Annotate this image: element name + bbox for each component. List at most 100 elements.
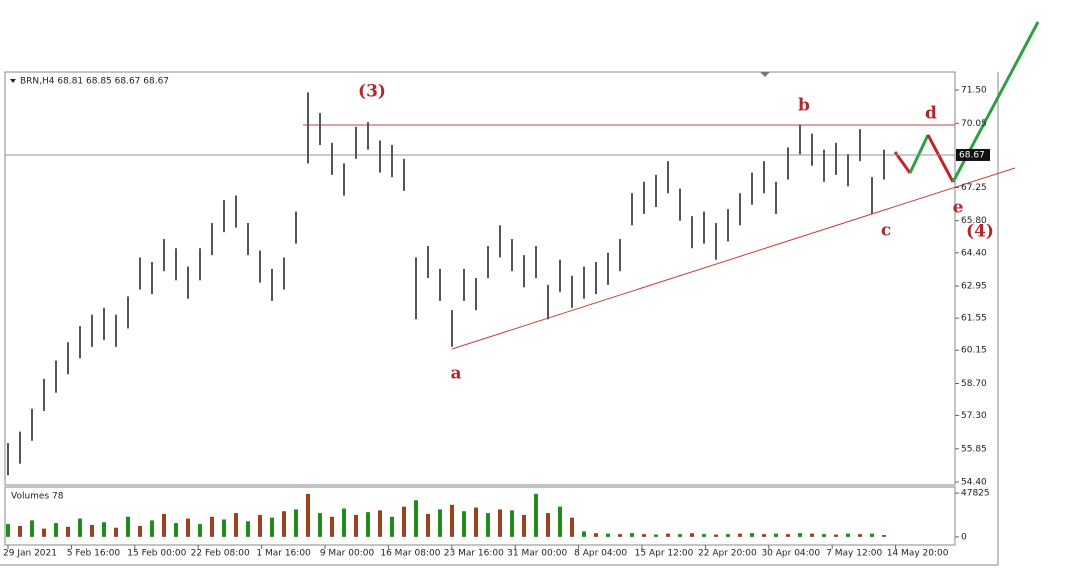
x-tick-label: 1 Mar 16:00 (256, 549, 311, 559)
y-tick-label: 61.55 (961, 314, 987, 324)
volume-bar (534, 493, 538, 537)
volume-bar (498, 509, 502, 537)
volume-bar (462, 511, 466, 537)
volume-bar (522, 514, 526, 537)
volume-bar (798, 533, 802, 537)
volume-bar (210, 516, 214, 537)
support-trendline (451, 167, 1016, 350)
volume-bar (714, 534, 718, 537)
volume-bar (570, 517, 574, 537)
volume-bar (30, 520, 34, 537)
volume-bar (114, 527, 118, 537)
volume-bar (294, 509, 298, 537)
volume-title: Volumes 78 (11, 492, 64, 502)
volume-bar (126, 516, 130, 537)
volume-bar (582, 531, 586, 537)
volume-bar (810, 533, 814, 537)
wave-label: c (881, 221, 891, 241)
volume-bar (690, 533, 694, 537)
volume-bar (858, 534, 862, 537)
volume-bar (762, 534, 766, 537)
x-tick-label: 8 Apr 04:00 (574, 549, 627, 559)
volume-bar (270, 517, 274, 537)
volume-bar (378, 510, 382, 537)
volume-bar (246, 521, 250, 537)
volume-bar (702, 534, 706, 537)
volume-panel (4, 486, 956, 546)
volume-bar (510, 510, 514, 537)
volume-bar (642, 534, 646, 537)
volume-bar (834, 534, 838, 537)
volume-bar (750, 533, 754, 537)
volume-bar (870, 533, 874, 537)
volume-bar (402, 506, 406, 537)
volume-bar (882, 535, 886, 537)
wave-label: (4) (966, 222, 994, 242)
volume-bar (474, 507, 478, 537)
menu-arrow (10, 79, 16, 83)
volume-bar (258, 514, 262, 537)
last-price-label: 68.67 (959, 150, 985, 160)
volume-bar (450, 504, 454, 537)
volume-bar (90, 524, 94, 537)
volume-bar (366, 512, 370, 537)
x-tick-label: 30 Apr 04:00 (761, 549, 820, 559)
volume-bar (222, 519, 226, 537)
x-tick-label: 31 Mar 00:00 (507, 549, 567, 559)
x-tick-label: 7 May 12:00 (826, 549, 882, 559)
volume-bar (282, 511, 286, 537)
volume-bar (654, 534, 658, 537)
volume-bar (330, 516, 334, 537)
y-tick-label: 67.25 (961, 183, 987, 193)
y-tick-label: 64.40 (961, 248, 987, 258)
x-tick-label: 15 Apr 12:00 (635, 549, 694, 559)
y-tick-label: 62.95 (961, 282, 987, 292)
x-tick-label: 5 Feb 16:00 (67, 549, 121, 559)
volume-bar (558, 506, 562, 537)
volume-bar (150, 520, 154, 537)
volume-bar (594, 533, 598, 537)
x-tick-label: 23 Mar 16:00 (444, 549, 504, 559)
projection-up (908, 134, 930, 174)
y-tick-label: 65.80 (961, 216, 987, 226)
volume-bar (846, 533, 850, 537)
volume-bar (174, 523, 178, 537)
y-tick-label: 71.50 (961, 86, 987, 96)
volume-bar (738, 533, 742, 537)
volume-bar (486, 513, 490, 537)
price-panel (4, 71, 956, 486)
volume-bar (186, 518, 190, 537)
volume-tick-label: 0 (961, 532, 967, 542)
y-tick-label: 58.70 (961, 379, 987, 389)
volume-bar (630, 533, 634, 537)
wave-label: d (925, 104, 937, 124)
scroll-marker (760, 72, 770, 77)
projection-down (926, 134, 955, 183)
volume-bar (438, 509, 442, 537)
volume-bar (666, 533, 670, 537)
last-price-box (956, 148, 990, 161)
x-tick-label: 29 Jan 2021 (3, 549, 57, 559)
wave-label: e (953, 198, 964, 218)
volume-bar (606, 533, 610, 537)
volume-bar (618, 534, 622, 537)
y-tick-label: 57.30 (961, 411, 987, 421)
volume-bar (390, 516, 394, 537)
volume-bar (342, 508, 346, 537)
volume-bar (78, 518, 82, 537)
volume-bar (138, 525, 142, 537)
volume-bar (66, 526, 70, 537)
x-tick-label: 22 Apr 20:00 (698, 549, 757, 559)
volume-bar (198, 524, 202, 537)
volume-bar (546, 513, 550, 537)
y-tick-label: 55.85 (961, 444, 987, 454)
x-tick-label: 15 Feb 00:00 (127, 549, 186, 559)
projection-down (893, 151, 912, 174)
symbol-header: BRN,H4 68.81 68.85 68.67 68.67 (20, 77, 169, 87)
x-tick-label: 22 Feb 08:00 (191, 549, 250, 559)
y-tick-label: 54.40 (961, 478, 987, 488)
volume-bar (234, 513, 238, 537)
x-tick-label: 16 Mar 08:00 (380, 549, 440, 559)
